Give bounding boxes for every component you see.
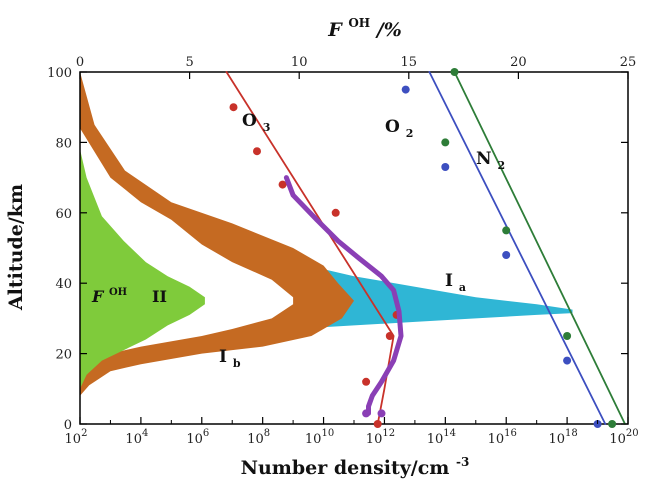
x-bottom-tick-label-8: 1018 [548, 428, 577, 447]
x-bottom-tick-label-5: 1012 [366, 428, 395, 447]
point-o3-3 [332, 209, 340, 217]
x-bottom-title-main: Number density/cm [241, 457, 450, 479]
y-tick-label-1: 20 [55, 348, 72, 363]
label-n2-main: N [476, 149, 492, 169]
x-bottom-tick-base-0: 10 [65, 432, 82, 447]
label-o3: O 3 [242, 111, 270, 134]
point-purple-1 [378, 409, 386, 417]
line-n2 [455, 72, 626, 424]
point-o2-2 [502, 251, 510, 259]
label-o2-main: O [385, 117, 400, 137]
x-bottom-title-sup: -3 [456, 455, 469, 469]
point-purple-0 [362, 409, 370, 417]
point-o3-7 [374, 420, 382, 428]
label-foh-main: F [91, 287, 105, 306]
x-bottom-tick-label-1: 104 [125, 428, 148, 447]
x-top-title-main: F [327, 19, 343, 41]
point-o3-1 [253, 147, 261, 155]
y-tick-label-2: 40 [55, 277, 72, 292]
x-top-title-sup: OH [348, 16, 370, 30]
x-bottom-tick-exp-7: 16 [504, 428, 517, 439]
x-bottom-tick-label-9: 1020 [609, 428, 638, 447]
label-o3-main: O [242, 111, 257, 131]
x-top-tick-label-1: 5 [185, 55, 193, 70]
x-bottom-tick-base-9: 10 [609, 432, 626, 447]
point-o3-0 [230, 103, 238, 111]
point-o3-6 [362, 378, 370, 386]
label-ib: I b [219, 347, 241, 370]
point-n2-4 [608, 420, 616, 428]
x-top-tick-label-0: 0 [76, 55, 84, 70]
x-bottom-tick-base-2: 10 [186, 432, 203, 447]
label-ib-sub: b [233, 357, 241, 370]
point-n2-3 [563, 332, 571, 340]
x-bottom-tick-label-2: 106 [186, 428, 209, 447]
line-o2 [429, 72, 605, 424]
label-o2: O 2 [385, 117, 413, 140]
point-n2-2 [502, 226, 510, 234]
point-o2-1 [441, 163, 449, 171]
x-top-title-unit: /% [375, 19, 402, 41]
label-o2-sub: 2 [406, 127, 414, 140]
label-ib-main: I [219, 347, 227, 367]
x-top-axis-title: F OH /% [327, 10, 402, 41]
x-bottom-axis-title: Number density/cm -3 [241, 455, 470, 479]
x-bottom-tick-exp-3: 8 [264, 428, 270, 439]
x-bottom-tick-exp-1: 4 [142, 428, 148, 439]
x-bottom-tick-base-1: 10 [125, 432, 142, 447]
x-bottom-tick-label-6: 1014 [427, 428, 456, 447]
y-axis-title: Altitude/km [5, 184, 27, 311]
x-bottom-tick-label-3: 108 [247, 428, 270, 447]
x-bottom-tick-base-3: 10 [247, 432, 264, 447]
x-bottom-tick-base-4: 10 [305, 432, 322, 447]
label-ii: II [152, 287, 167, 306]
x-bottom-tick-exp-8: 18 [565, 428, 578, 439]
label-n2: N 2 [476, 149, 505, 172]
point-o3-5 [386, 332, 394, 340]
y-tick-label-3: 60 [55, 207, 72, 222]
x-bottom-tick-base-8: 10 [548, 432, 565, 447]
x-bottom-tick-exp-2: 6 [203, 428, 209, 439]
label-n2-sub: 2 [497, 159, 505, 172]
label-ia: I a [445, 271, 466, 294]
y-tick-label-5: 100 [47, 66, 72, 81]
x-bottom-tick-base-6: 10 [427, 432, 444, 447]
point-n2-0 [451, 68, 459, 76]
label-ia-main: I [445, 271, 453, 291]
label-o3-sub: 3 [263, 121, 271, 134]
label-foh-sup: OH [109, 287, 127, 298]
x-top-tick-label-3: 15 [401, 55, 418, 70]
x-top-tick-label-5: 25 [620, 55, 637, 70]
x-bottom-tick-label-4: 1010 [305, 428, 334, 447]
x-bottom-tick-exp-9: 20 [626, 428, 639, 439]
x-bottom-tick-base-5: 10 [366, 432, 383, 447]
x-bottom-tick-exp-0: 2 [81, 428, 87, 439]
point-n2-1 [441, 138, 449, 146]
x-bottom-tick-exp-5: 12 [382, 428, 395, 439]
x-top-tick-label-2: 10 [291, 55, 308, 70]
x-bottom-tick-base-7: 10 [488, 432, 505, 447]
x-bottom-tick-label-7: 1016 [488, 428, 517, 447]
x-bottom-tick-exp-4: 10 [321, 428, 334, 439]
point-o2-0 [402, 86, 410, 94]
x-top-tick-label-4: 20 [510, 55, 527, 70]
x-bottom-tick-exp-6: 14 [443, 428, 456, 439]
y-tick-label-4: 80 [55, 136, 72, 151]
point-o2-3 [563, 357, 571, 365]
y-tick-label-0: 0 [64, 418, 72, 433]
bands-layer [80, 72, 573, 396]
label-ia-sub: a [459, 281, 466, 294]
